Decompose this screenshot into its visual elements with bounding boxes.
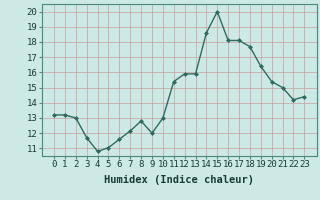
X-axis label: Humidex (Indice chaleur): Humidex (Indice chaleur): [104, 175, 254, 185]
